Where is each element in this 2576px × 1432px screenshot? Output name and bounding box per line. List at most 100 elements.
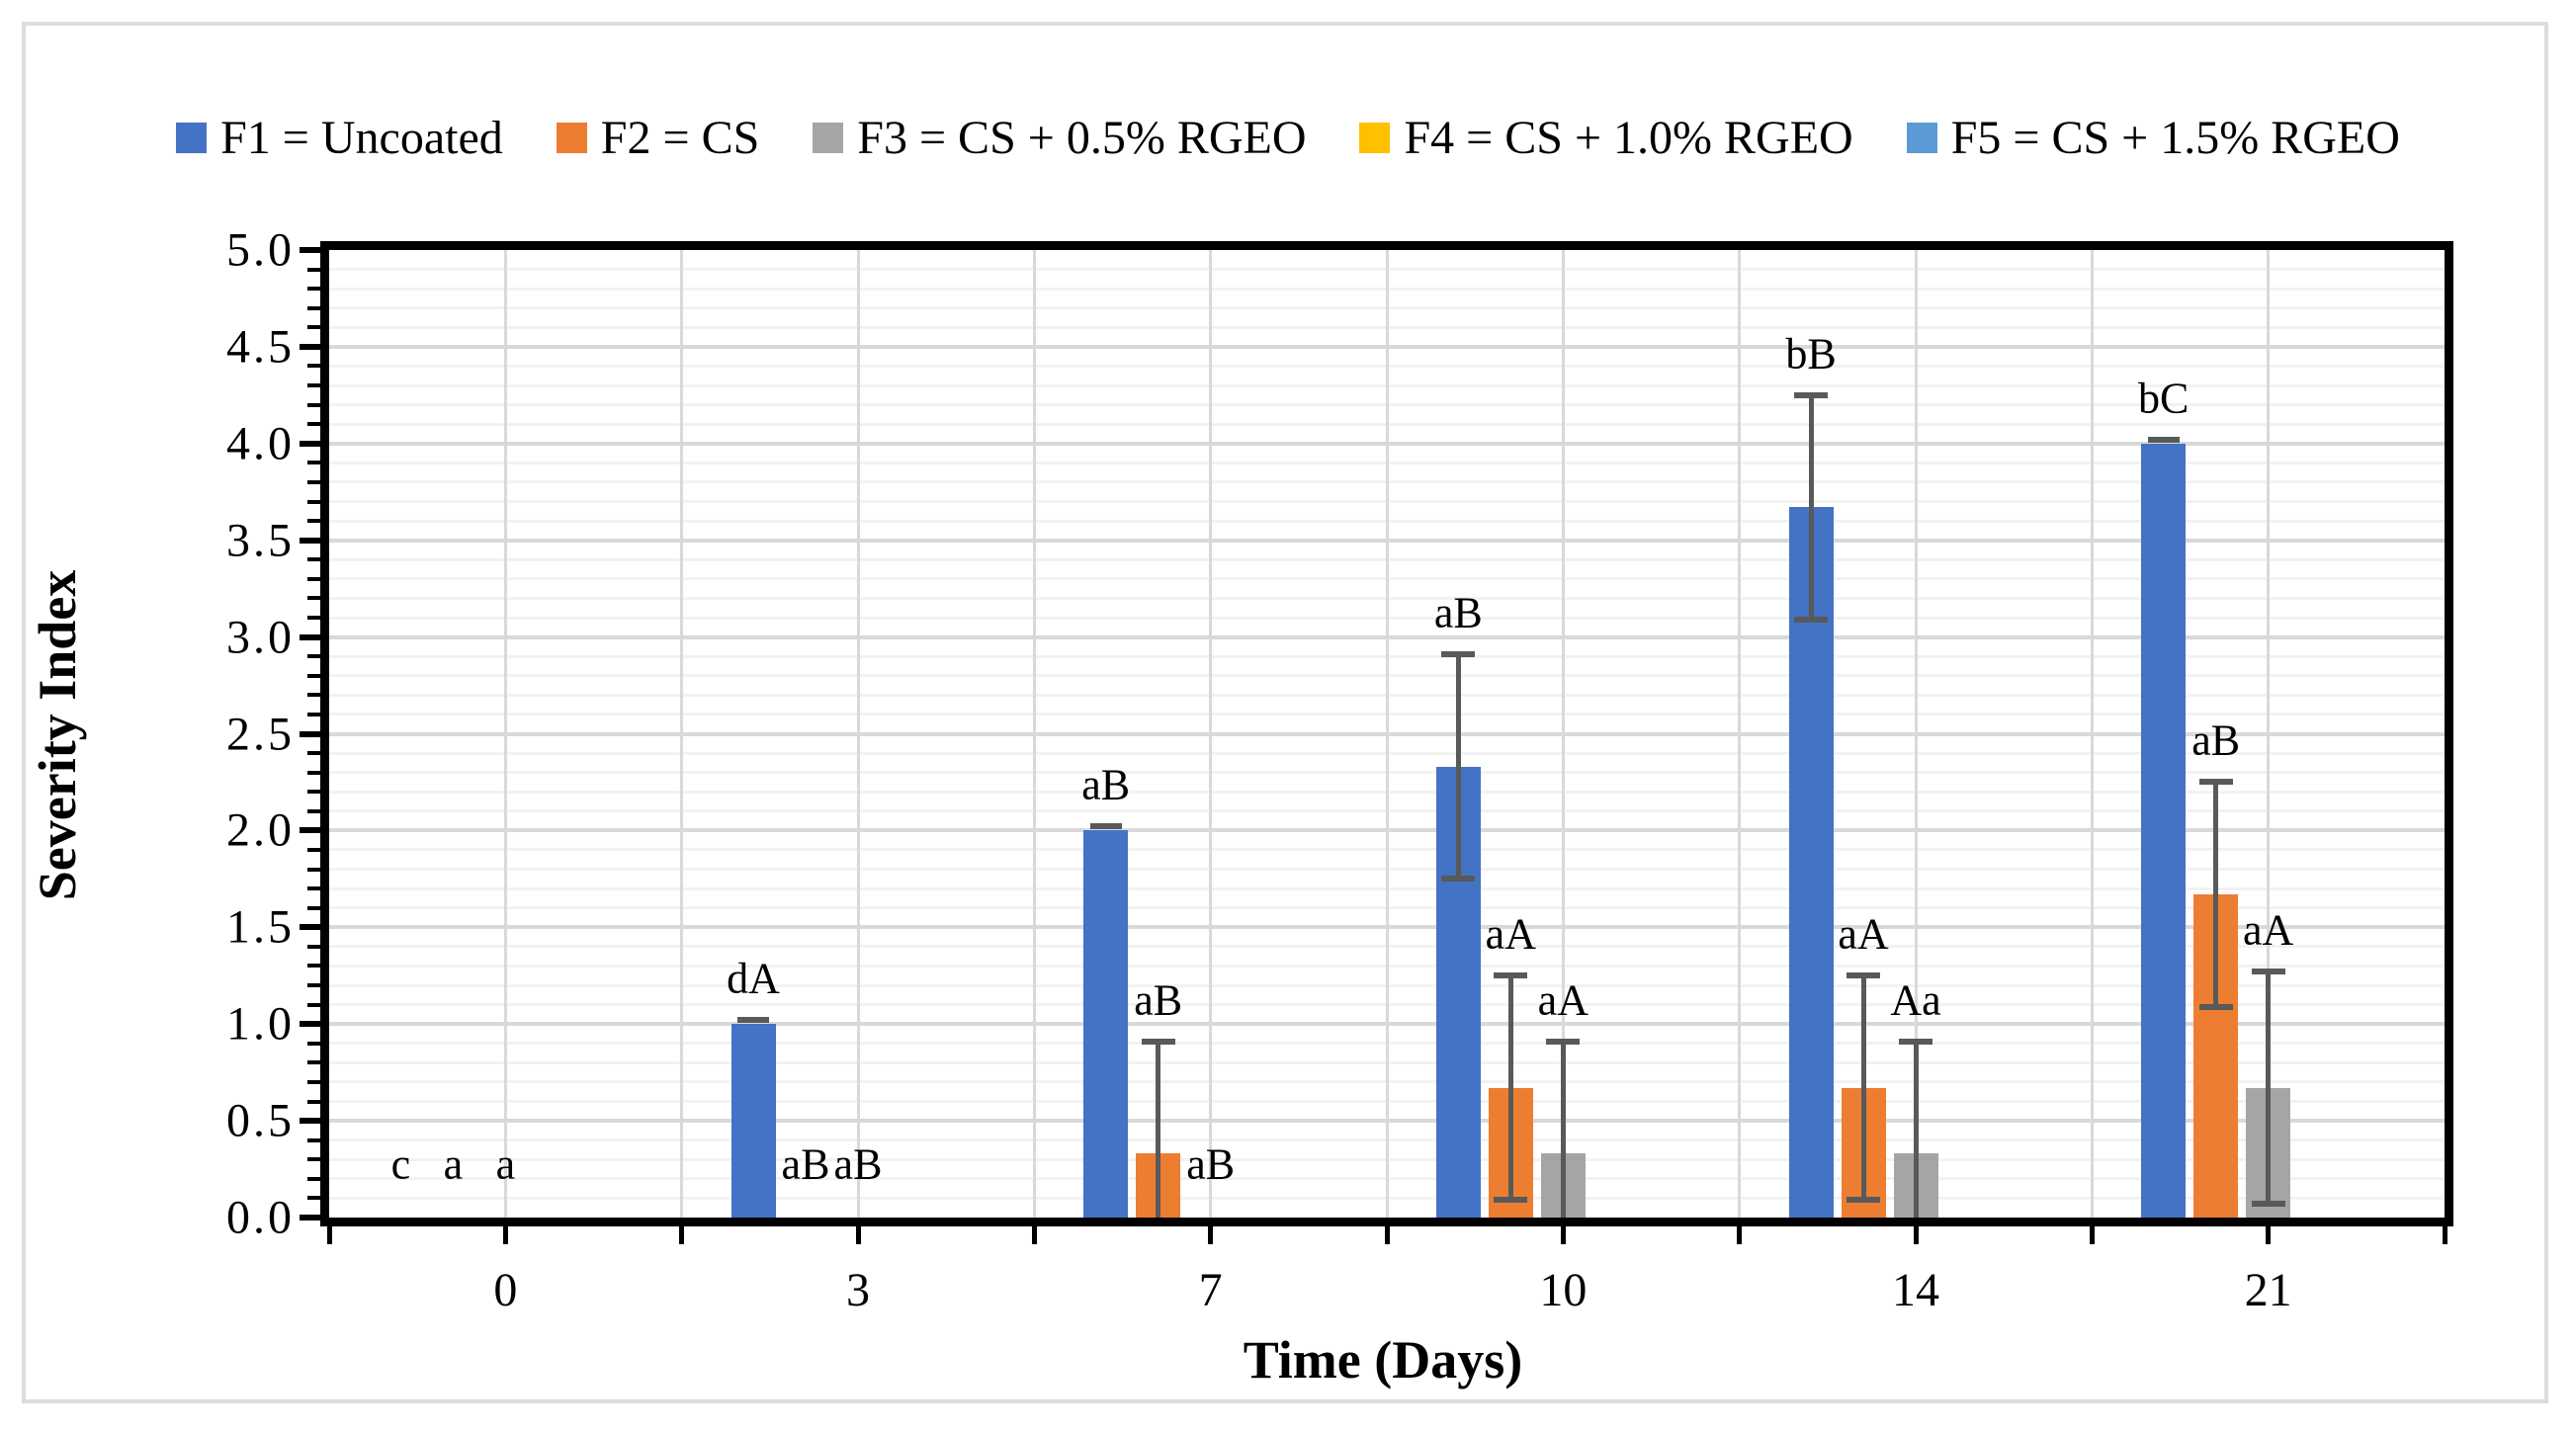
bar-annotation: a bbox=[495, 1139, 516, 1189]
legend-item-label: F4 = CS + 1.0% RGEO bbox=[1404, 112, 1853, 164]
bar-annotation: aB bbox=[1081, 760, 1131, 809]
error-bar-bottom-cap bbox=[1794, 616, 1828, 623]
minor-gridline bbox=[329, 983, 2445, 987]
y-tick-label: 2.5 bbox=[226, 708, 295, 760]
legend: F1 = Uncoated F2 = CS F3 = CS + 0.5% RGEO F… bbox=[0, 111, 2576, 165]
error-bar-bottom-cap bbox=[1846, 1197, 1880, 1204]
major-gridline bbox=[329, 731, 2445, 736]
y-tick-label: 4.5 bbox=[226, 320, 295, 374]
y-minor-tick bbox=[307, 847, 320, 852]
y-minor-tick bbox=[307, 596, 320, 601]
legend-swatch-icon bbox=[176, 123, 208, 153]
legend-item-3: F3 = CS + 0.5% RGEO bbox=[813, 111, 1306, 165]
y-minor-tick bbox=[307, 616, 320, 621]
legend-swatch-icon bbox=[1906, 123, 1937, 153]
x-tick bbox=[1737, 1226, 1743, 1244]
error-bar-top-cap bbox=[1794, 391, 1828, 398]
y-minor-tick bbox=[307, 461, 320, 465]
y-minor-tick bbox=[307, 305, 320, 310]
vertical-gridline bbox=[1738, 250, 1742, 1218]
legend-swatch-icon bbox=[813, 123, 844, 153]
y-minor-tick bbox=[307, 576, 320, 581]
bar-annotation: dA bbox=[727, 954, 780, 1003]
minor-gridline bbox=[329, 1177, 2445, 1181]
y-minor-tick bbox=[307, 808, 320, 813]
x-tick bbox=[1384, 1226, 1390, 1244]
y-tick-label: 2.0 bbox=[226, 803, 295, 857]
minor-gridline bbox=[329, 1003, 2445, 1007]
y-minor-tick bbox=[307, 364, 320, 369]
minor-gridline bbox=[329, 616, 2445, 620]
bar-annotation: aA bbox=[2243, 905, 2294, 955]
y-minor-tick bbox=[307, 905, 320, 910]
error-bar-bottom-cap bbox=[1441, 876, 1476, 883]
y-minor-tick bbox=[307, 519, 320, 524]
x-tick bbox=[2442, 1226, 2447, 1244]
x-tick bbox=[2266, 1226, 2272, 1244]
y-major-tick bbox=[300, 247, 320, 253]
y-minor-tick bbox=[307, 1060, 320, 1065]
bar-F1-day14 bbox=[1788, 507, 1834, 1218]
major-gridline bbox=[329, 828, 2445, 833]
minor-gridline bbox=[329, 751, 2445, 755]
minor-gridline bbox=[329, 1060, 2445, 1064]
error-bar-top-cap bbox=[2198, 779, 2233, 786]
legend-item-label: F1 = Uncoated bbox=[220, 112, 503, 164]
y-major-tick bbox=[300, 537, 320, 544]
error-bar-line bbox=[1860, 975, 1866, 1201]
bar-annotation: aA bbox=[1485, 909, 1536, 959]
minor-gridline bbox=[329, 364, 2445, 368]
y-minor-tick bbox=[307, 693, 320, 698]
error-bar-line bbox=[1156, 1041, 1161, 1218]
error-bar-top-cap bbox=[737, 1017, 769, 1024]
major-gridline bbox=[329, 925, 2445, 930]
minor-gridline bbox=[329, 1042, 2445, 1046]
y-tick-label: 1.0 bbox=[226, 997, 295, 1051]
x-tick bbox=[1031, 1226, 1037, 1244]
figure-border bbox=[22, 22, 2548, 1403]
minor-gridline bbox=[329, 461, 2445, 464]
legend-swatch-icon bbox=[556, 123, 587, 153]
y-minor-tick bbox=[307, 1099, 320, 1104]
x-tick bbox=[1208, 1226, 1214, 1244]
x-tick-label: 14 bbox=[1892, 1264, 1939, 1316]
error-bar-line bbox=[2266, 971, 2272, 1205]
y-minor-tick bbox=[307, 964, 320, 969]
x-tick-label: 0 bbox=[493, 1264, 518, 1316]
y-minor-tick bbox=[307, 1176, 320, 1181]
bar-F1-day3 bbox=[730, 1024, 776, 1218]
y-tick-label: 5.0 bbox=[226, 223, 295, 277]
bar-annotation: aA bbox=[1838, 909, 1889, 959]
y-major-tick bbox=[300, 633, 320, 640]
x-tick-label: 10 bbox=[1539, 1264, 1588, 1316]
minor-gridline bbox=[329, 519, 2445, 523]
y-minor-tick bbox=[307, 770, 320, 775]
y-minor-tick bbox=[307, 867, 320, 872]
y-tick-label: 1.5 bbox=[226, 900, 295, 954]
x-tick bbox=[679, 1226, 685, 1244]
y-minor-tick bbox=[307, 1137, 320, 1142]
minor-gridline bbox=[329, 500, 2445, 504]
error-bar-top-cap bbox=[2147, 436, 2180, 443]
y-minor-tick bbox=[307, 983, 320, 988]
y-minor-tick bbox=[307, 325, 320, 330]
error-bar-line bbox=[2213, 782, 2219, 1007]
error-bar-top-cap bbox=[1441, 651, 1476, 658]
major-gridline bbox=[329, 441, 2445, 446]
minor-gridline bbox=[329, 325, 2445, 329]
y-minor-tick bbox=[307, 1079, 320, 1084]
minor-gridline bbox=[329, 557, 2445, 561]
error-bar-top-cap bbox=[1546, 1038, 1581, 1045]
minor-gridline bbox=[329, 383, 2445, 387]
y-axis-title: Severity Index bbox=[28, 569, 87, 901]
error-bar-line bbox=[1560, 1041, 1566, 1218]
y-major-tick bbox=[300, 924, 320, 931]
y-minor-tick bbox=[307, 267, 320, 272]
vertical-gridline bbox=[503, 250, 507, 1218]
minor-gridline bbox=[329, 771, 2445, 775]
minor-gridline bbox=[329, 945, 2445, 949]
minor-gridline bbox=[329, 1100, 2445, 1104]
bar-annotation: aB bbox=[1186, 1139, 1236, 1189]
error-bar-bottom-cap bbox=[1494, 1197, 1528, 1204]
